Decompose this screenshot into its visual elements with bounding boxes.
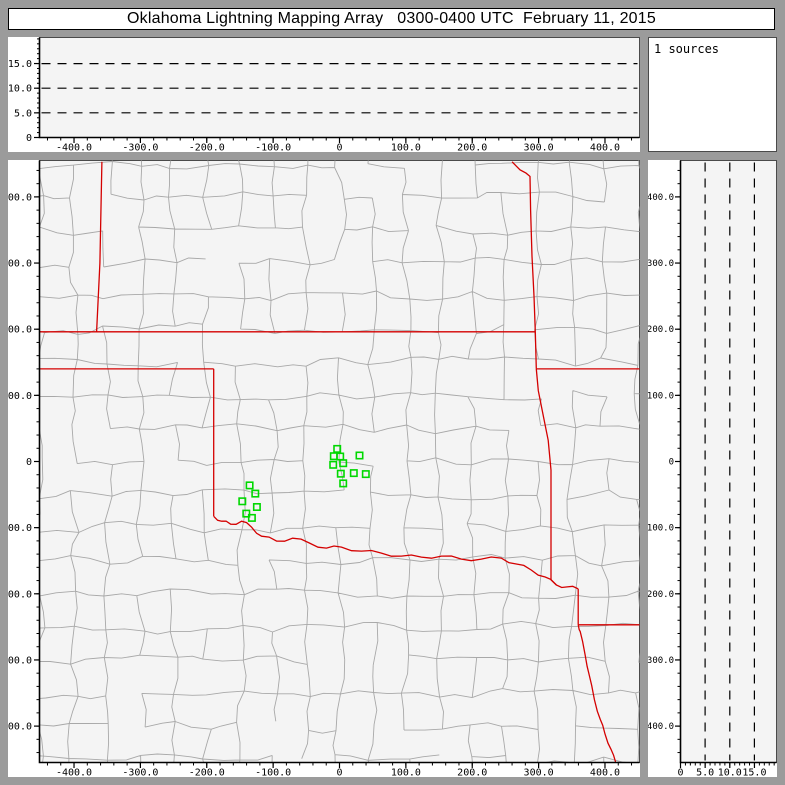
plot-background: [680, 160, 777, 763]
tick-label: 400.0: [648, 193, 674, 203]
tick-label: -200.0: [648, 590, 674, 600]
lightning-source-marker[interactable]: [329, 460, 338, 469]
state-border-line: [213, 515, 579, 590]
tick-label: 5.0: [14, 108, 32, 119]
tick-label: -200.0: [189, 143, 225, 153]
tick-label: -200.0: [189, 768, 225, 778]
tick-label: 100.0: [391, 143, 421, 153]
tick-label: 0: [336, 768, 342, 778]
plan-view-panel: -400.0 -300.0 -200.0 -100.0 0 100.0 200.0 300.0…: [8, 160, 640, 777]
lightning-source-marker[interactable]: [339, 459, 348, 468]
lightning-source-marker[interactable]: [251, 489, 260, 498]
tick-label: 200.0: [8, 325, 32, 336]
tick-label: 200.0: [457, 143, 487, 153]
lightning-source-marker[interactable]: [355, 451, 364, 460]
altitude-ew-panel: -400.0 -300.0 -200.0 -100.0 0 100.0 200.0 300.0…: [8, 37, 640, 152]
tick-label: -400.0: [8, 722, 32, 733]
tick-label: 100.0: [648, 391, 674, 401]
lightning-source-marker[interactable]: [349, 469, 358, 478]
tick-label: -100.0: [255, 143, 291, 153]
tick-label: 15.0: [742, 768, 766, 778]
tick-label: 15.0: [8, 59, 32, 70]
tick-label: 0: [26, 133, 32, 144]
state-border-line: [577, 624, 617, 763]
lightning-source-marker[interactable]: [336, 469, 345, 478]
tick-label: 0: [669, 458, 674, 468]
tick-label: 10.0: [8, 84, 32, 95]
tick-label: 300.0: [8, 259, 32, 270]
state-border-line: [535, 368, 557, 586]
tick-label: -100.0: [8, 523, 32, 534]
altitude-ew-plot[interactable]: -400.0 -300.0 -200.0 -100.0 0 100.0 200.0 300.0…: [8, 37, 640, 152]
lightning-source-marker[interactable]: [245, 481, 254, 490]
tick-label: 300.0: [524, 768, 554, 778]
altitude-ns-plot[interactable]: 400.0 300.0 200.0 100.0 0 -100.0 -200.0 -300.0 -…: [648, 160, 777, 777]
source-count-label: 1 sources: [654, 42, 720, 56]
state-border-line: [95, 161, 103, 332]
lightning-source-marker[interactable]: [238, 497, 247, 506]
lightning-source-marker[interactable]: [333, 444, 342, 453]
tick-label: -100.0: [648, 524, 674, 534]
tick-label: 400.0: [8, 192, 32, 203]
lightning-source-marker[interactable]: [247, 513, 256, 522]
tick-label: 200.0: [457, 768, 487, 778]
tick-label: 0: [336, 143, 342, 153]
tick-label: 0: [26, 457, 32, 468]
tick-label: -300.0: [8, 655, 32, 666]
tick-label: 100.0: [391, 768, 421, 778]
tick-label: -300.0: [122, 768, 158, 778]
tick-label: -300.0: [648, 656, 674, 666]
tick-label: 300.0: [648, 259, 674, 269]
tick-label: -400.0: [56, 768, 92, 778]
altitude-ns-panel: 400.0 300.0 200.0 100.0 0 -100.0 -200.0 -300.0 -…: [648, 160, 777, 777]
tick-label: 200.0: [648, 325, 674, 335]
tick-label: 10.0: [718, 768, 742, 778]
lightning-source-marker[interactable]: [252, 502, 261, 511]
tick-label: -200.0: [8, 589, 32, 600]
axis-line: [38, 160, 640, 764]
tick-label: -100.0: [255, 768, 291, 778]
tick-label: -400.0: [648, 722, 674, 732]
tick-label: 100.0: [8, 391, 32, 402]
tick-label: 300.0: [524, 143, 554, 153]
tick-label: 0: [677, 768, 683, 778]
source-count-panel: 1 sources: [648, 37, 777, 152]
title-bar: Oklahoma Lightning Mapping Array 0300-04…: [8, 8, 775, 30]
window-title: Oklahoma Lightning Mapping Array 0300-04…: [127, 10, 656, 27]
state-border-line: [511, 161, 537, 369]
lightning-source-marker[interactable]: [339, 479, 348, 488]
lightning-source-marker[interactable]: [361, 470, 370, 479]
tick-label: -400.0: [56, 143, 92, 153]
plan-view-plot[interactable]: -400.0 -300.0 -200.0 -100.0 0 100.0 200.0 300.0…: [8, 160, 640, 777]
plot-background: [39, 37, 640, 138]
tick-label: -300.0: [122, 143, 158, 153]
tick-label: 5.0: [696, 768, 714, 778]
lightning-source-marker[interactable]: [242, 509, 251, 518]
tick-label: 400.0: [590, 768, 620, 778]
tick-label: 400.0: [590, 143, 620, 153]
